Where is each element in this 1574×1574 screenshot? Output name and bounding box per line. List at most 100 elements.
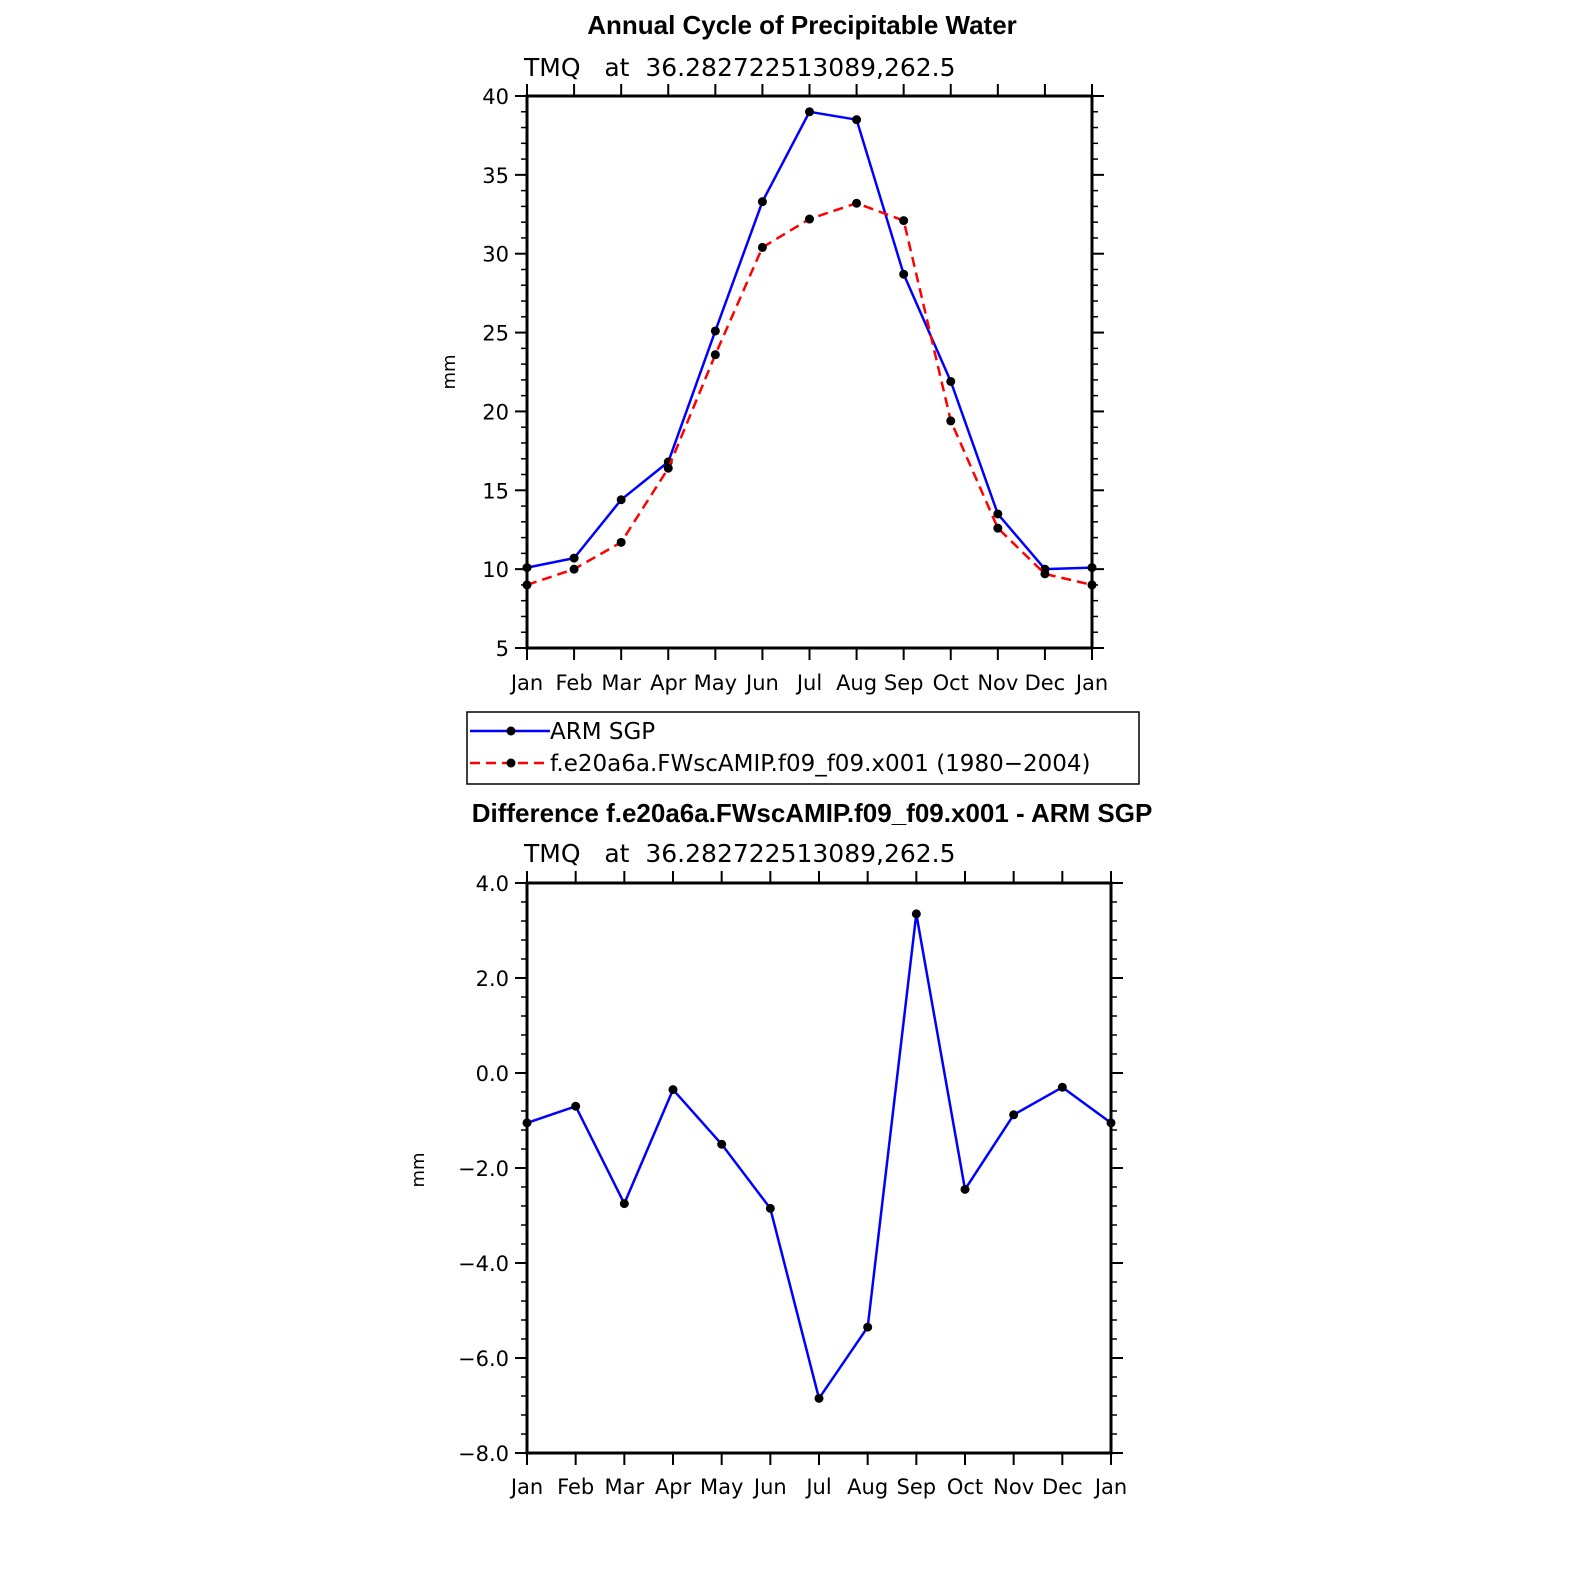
y-tick-label: 20 bbox=[482, 400, 509, 424]
series-f-e20a6a-fwscamip-f09-f09-x001-1980-2004-point bbox=[899, 216, 909, 226]
legend: ARM SGP f.e20a6a.FWscAMIP.f09_f09.x001 (… bbox=[466, 711, 1140, 785]
y-tick-label: −8.0 bbox=[458, 1442, 509, 1466]
series-difference-point bbox=[571, 1101, 581, 1111]
y-tick-label: 40 bbox=[482, 85, 509, 109]
y-tick-label: −2.0 bbox=[458, 1157, 509, 1181]
difference-chart: Difference f.e20a6a.FWscAMIP.f09_f09.x00… bbox=[408, 798, 1152, 1499]
legend-label-model: f.e20a6a.FWscAMIP.f09_f09.x001 (1980−200… bbox=[550, 751, 1091, 777]
series-arm-sgp-point bbox=[569, 553, 579, 563]
series-f-e20a6a-fwscamip-f09-f09-x001-1980-2004-point bbox=[663, 463, 673, 473]
x-tick-label-aug: Aug bbox=[836, 671, 877, 695]
x-tick-label-oct: Oct bbox=[947, 1475, 983, 1499]
series-arm-sgp-point bbox=[616, 495, 626, 505]
x-tick-label-feb: Feb bbox=[557, 1475, 594, 1499]
series-difference-point bbox=[765, 1203, 775, 1213]
axis-ticks bbox=[515, 84, 1104, 660]
x-tick-label-aug: Aug bbox=[847, 1475, 888, 1499]
y-tick-labels: 5 10 15 20 25 30 35 40 bbox=[482, 85, 509, 661]
y-tick-label: 30 bbox=[482, 243, 509, 267]
x-tick-label-feb: Feb bbox=[555, 671, 592, 695]
x-tick-label-mar: Mar bbox=[605, 1475, 645, 1499]
chart-title: Difference f.e20a6a.FWscAMIP.f09_f09.x00… bbox=[472, 798, 1153, 828]
x-tick-label-jul: Jul bbox=[804, 1475, 831, 1499]
series-f-e20a6a-fwscamip-f09-f09-x001-1980-2004-point bbox=[852, 198, 862, 208]
x-tick-label-jan: Jan bbox=[509, 1475, 543, 1499]
series-difference-point bbox=[1057, 1082, 1067, 1092]
x-tick-label-jan: Jan bbox=[509, 671, 543, 695]
y-tick-label: 0.0 bbox=[476, 1062, 509, 1086]
x-tick-label-jun: Jun bbox=[752, 1475, 787, 1499]
series-arm-sgp-line bbox=[526, 110, 1093, 571]
series-arm-sgp-point bbox=[757, 197, 767, 207]
x-tick-label-mar: Mar bbox=[601, 671, 641, 695]
legend-box bbox=[466, 711, 1140, 785]
series-difference-line bbox=[526, 912, 1112, 1400]
series-difference-point bbox=[911, 909, 921, 919]
y-tick-label: 25 bbox=[482, 322, 509, 346]
x-tick-label-apr: Apr bbox=[655, 1475, 692, 1499]
x-tick-label-jan: Jan bbox=[1074, 671, 1108, 695]
series-difference-point bbox=[668, 1085, 678, 1095]
chart-title: Annual Cycle of Precipitable Water bbox=[587, 10, 1017, 40]
series-arm-sgp-point bbox=[899, 269, 909, 279]
y-tick-label: 4.0 bbox=[476, 872, 509, 896]
y-tick-label: 15 bbox=[482, 479, 509, 503]
y-tick-label: 10 bbox=[482, 558, 509, 582]
legend-entry-arm-sgp: ARM SGP bbox=[470, 719, 655, 745]
series-difference-point bbox=[863, 1322, 873, 1332]
series-f-e20a6a-fwscamip-f09-f09-x001-1980-2004-point bbox=[569, 564, 579, 574]
x-tick-label-sep: Sep bbox=[897, 1475, 937, 1499]
x-tick-label-jul: Jul bbox=[795, 671, 822, 695]
data-series bbox=[522, 107, 1097, 590]
x-tick-label-nov: Nov bbox=[977, 671, 1018, 695]
series-f-e20a6a-fwscamip-f09-f09-x001-1980-2004-point bbox=[946, 416, 956, 426]
x-tick-labels: Jan Feb Mar Apr May Jun Jul Aug Sep Oct Nov Dec Jan bbox=[509, 671, 1108, 695]
series-difference bbox=[522, 909, 1116, 1403]
plot-frame bbox=[525, 94, 1094, 650]
data-series bbox=[522, 909, 1116, 1403]
series-arm-sgp-point bbox=[805, 107, 814, 117]
series-f-e20a6a-fwscamip-f09-f09-x001-1980-2004-point bbox=[616, 537, 626, 547]
series-arm-sgp-point bbox=[993, 509, 1003, 519]
series-difference-point bbox=[1009, 1110, 1019, 1120]
series-f-e20a6a-fwscamip-f09-f09-x001-1980-2004-point bbox=[805, 214, 814, 224]
x-tick-label-jun: Jun bbox=[744, 671, 779, 695]
y-tick-label: 5 bbox=[496, 637, 509, 661]
series-f-e20a6a-fwscamip-f09-f09-x001-1980-2004-point bbox=[710, 350, 720, 360]
annual-cycle-chart: Annual Cycle of Precipitable Water TMQ a… bbox=[439, 10, 1108, 695]
series-difference-point bbox=[960, 1184, 970, 1194]
series-f-e20a6a-fwscamip-f09-f09-x001-1980-2004-point bbox=[993, 523, 1003, 533]
y-tick-label: −4.0 bbox=[458, 1252, 509, 1276]
series-arm-sgp-point bbox=[946, 376, 956, 386]
x-tick-label-oct: Oct bbox=[933, 671, 969, 695]
chart-subtitle: TMQ at 36.282722513089,262.5 bbox=[523, 53, 956, 82]
x-tick-label-dec: Dec bbox=[1025, 671, 1066, 695]
x-tick-label-jan: Jan bbox=[1093, 1475, 1127, 1499]
x-tick-label-may: May bbox=[700, 1475, 743, 1499]
x-tick-label-may: May bbox=[694, 671, 737, 695]
x-tick-label-nov: Nov bbox=[993, 1475, 1034, 1499]
series-f-e20a6a-fwscamip-f09-f09-x001-1980-2004-line bbox=[526, 201, 1093, 587]
x-tick-label-apr: Apr bbox=[650, 671, 687, 695]
plot-frame bbox=[525, 881, 1113, 1455]
y-tick-label: 35 bbox=[482, 164, 509, 188]
series-arm-sgp-point bbox=[710, 326, 720, 336]
y-tick-label: −6.0 bbox=[458, 1347, 509, 1371]
y-tick-labels: −8.0 −6.0 −4.0 −2.0 0.0 2.0 4.0 bbox=[458, 872, 509, 1466]
series-difference-point bbox=[717, 1139, 727, 1149]
legend-marker-model bbox=[506, 758, 516, 768]
chart-subtitle: TMQ at 36.282722513089,262.5 bbox=[523, 839, 956, 868]
legend-entry-model: f.e20a6a.FWscAMIP.f09_f09.x001 (1980−200… bbox=[470, 751, 1091, 777]
y-tick-label: 2.0 bbox=[476, 967, 509, 991]
legend-marker-arm-sgp bbox=[506, 726, 516, 736]
series-f-e20a6a-fwscamip-f09-f09-x001-1980-2004 bbox=[522, 198, 1097, 590]
series-difference-point bbox=[814, 1393, 824, 1403]
series-difference-point bbox=[619, 1199, 629, 1209]
series-arm-sgp bbox=[522, 107, 1097, 574]
y-axis-label: mm bbox=[408, 1152, 429, 1187]
legend-label-arm-sgp: ARM SGP bbox=[550, 719, 655, 745]
x-tick-label-dec: Dec bbox=[1042, 1475, 1083, 1499]
y-axis-label: mm bbox=[439, 354, 460, 389]
x-tick-labels: Jan Feb Mar Apr May Jun Jul Aug Sep Oct Nov Dec Jan bbox=[509, 1475, 1127, 1499]
